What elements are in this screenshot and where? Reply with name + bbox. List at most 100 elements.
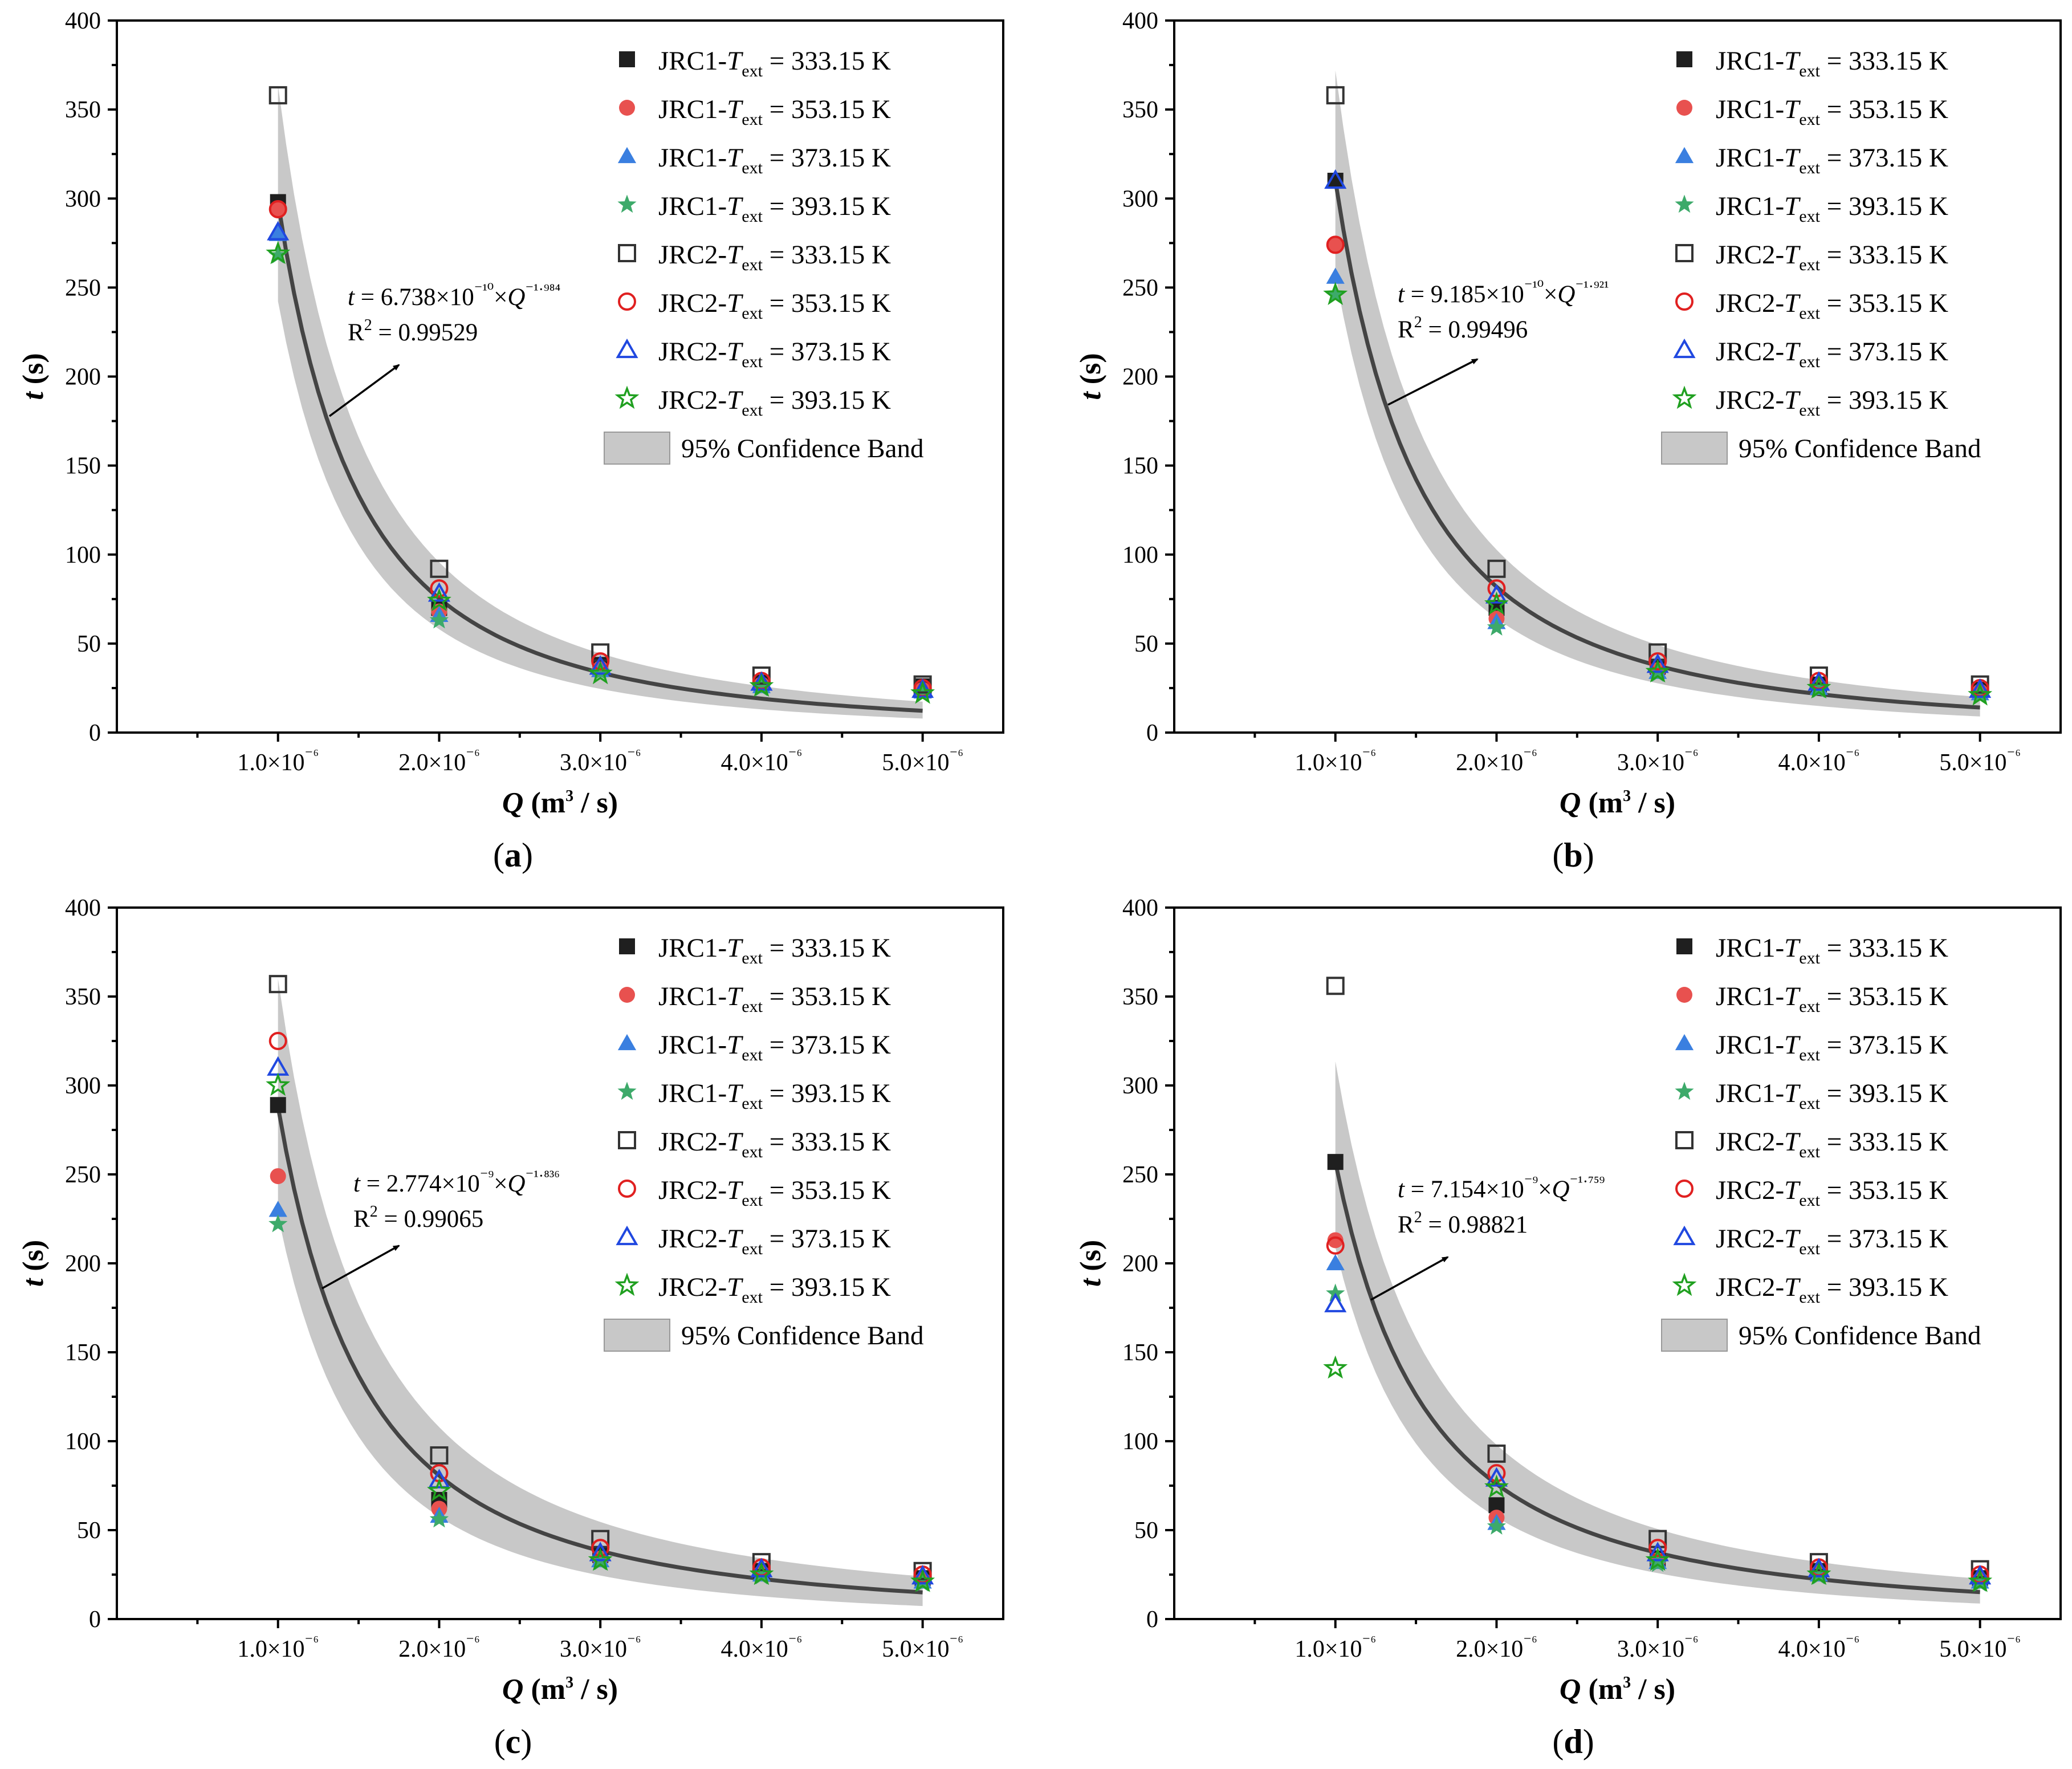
legend-marker bbox=[1672, 385, 1697, 409]
data-point-star-filled bbox=[1326, 1283, 1345, 1302]
x-tick-label: 1.0×10⁻⁶ bbox=[237, 746, 319, 776]
data-point-square-open bbox=[1487, 1444, 1506, 1463]
y-tick-label: 50 bbox=[77, 1518, 101, 1544]
x-tick-label: 5.0×10⁻⁶ bbox=[1939, 1633, 2021, 1662]
y-axis-title: t (s) bbox=[17, 1240, 50, 1287]
data-point-star-open bbox=[426, 1478, 451, 1502]
legend-band-swatch bbox=[604, 1319, 670, 1352]
panel-label: (d) bbox=[1552, 1723, 1594, 1760]
legend-label: JRC1-Text = 353.15 K bbox=[658, 982, 891, 1016]
legend-marker bbox=[1673, 338, 1696, 359]
annotation-arrow bbox=[1370, 1256, 1449, 1301]
data-point-star-filled bbox=[268, 245, 288, 264]
data-point-triangle-filled bbox=[268, 1201, 287, 1217]
data-point-star-open bbox=[1968, 682, 1993, 706]
x-tick-label: 3.0×10⁻⁶ bbox=[1617, 746, 1699, 776]
data-point-star-open bbox=[749, 673, 774, 697]
y-tick-label: 350 bbox=[1122, 97, 1158, 123]
y-tick-label: 50 bbox=[77, 631, 101, 657]
legend-marker bbox=[1676, 987, 1692, 1003]
data-point-star-open bbox=[1484, 1474, 1509, 1498]
legend-band-swatch bbox=[604, 432, 670, 465]
legend-marker bbox=[1676, 51, 1692, 67]
data-point-star-filled bbox=[752, 678, 771, 697]
y-tick-label: 300 bbox=[65, 186, 101, 212]
x-axis-title: Q (m3 / s) bbox=[502, 1673, 618, 1706]
legend-label: JRC1-Text = 353.15 K bbox=[1716, 982, 1948, 1016]
legend-marker bbox=[1675, 194, 1694, 213]
legend-marker bbox=[1675, 244, 1694, 262]
x-tick-label: 2.0×10⁻⁶ bbox=[1456, 746, 1537, 776]
y-tick-label: 350 bbox=[65, 97, 101, 123]
panel-label: (a) bbox=[493, 836, 533, 874]
legend-label: JRC1-Text = 333.15 K bbox=[658, 46, 891, 80]
data-point-triangle-filled bbox=[1326, 267, 1345, 284]
legend-marker bbox=[616, 1225, 638, 1246]
legend-label: JRC2-Text = 333.15 K bbox=[658, 1127, 891, 1161]
legend-label: JRC1-Text = 373.15 K bbox=[658, 143, 891, 177]
data-point-star-open bbox=[910, 1568, 935, 1592]
legend-label: JRC1-Text = 373.15 K bbox=[658, 1030, 891, 1064]
data-point-triangle-open bbox=[1646, 653, 1669, 673]
legend-label: JRC2-Text = 333.15 K bbox=[1716, 1127, 1948, 1161]
chart-panel-2: 0 50 100 150 200 250 300 350 400 1.0×10⁻⁶ 2.0×10⁻⁶… bbox=[1074, 8, 2062, 874]
data-point-square-open bbox=[591, 1530, 610, 1548]
data-point-square-open bbox=[430, 1446, 449, 1465]
y-tick-label: 0 bbox=[89, 720, 101, 746]
y-tick-label: 150 bbox=[1122, 1340, 1158, 1366]
plot-frame bbox=[1173, 19, 2062, 734]
legend-marker bbox=[1676, 100, 1692, 116]
y-tick-label: 0 bbox=[1146, 1607, 1158, 1633]
data-point-star-open bbox=[266, 1072, 291, 1096]
legend-marker bbox=[1675, 1034, 1694, 1051]
y-tick-label: 150 bbox=[1122, 453, 1158, 479]
data-point-triangle-open bbox=[1969, 1564, 1992, 1585]
data-point-star-open bbox=[1645, 1547, 1670, 1571]
data-point-square-open bbox=[1648, 1530, 1667, 1548]
data-point-triangle-open bbox=[428, 582, 451, 602]
legend-marker bbox=[617, 1081, 637, 1100]
y-axis-title: t (s) bbox=[1074, 353, 1107, 400]
data-point-square-open bbox=[1487, 559, 1506, 578]
legend-label: JRC1-Text = 373.15 K bbox=[1716, 1030, 1948, 1064]
y-tick-label: 150 bbox=[65, 453, 101, 479]
data-point-square-open bbox=[752, 666, 771, 685]
legend-label: JRC2-Text = 353.15 K bbox=[1716, 1176, 1948, 1210]
data-point-star-filled bbox=[1487, 1516, 1507, 1535]
data-point-circle-open bbox=[1487, 1464, 1506, 1483]
fit-equation: t = 7.154×10⁻⁹×Q⁻¹·⁷⁵⁹ bbox=[1398, 1173, 1605, 1203]
data-point-triangle-open bbox=[267, 221, 290, 241]
data-point-square-open bbox=[268, 86, 287, 105]
legend-marker bbox=[1675, 147, 1694, 164]
y-tick-label: 300 bbox=[1122, 186, 1158, 212]
legend-marker bbox=[618, 244, 636, 262]
annotation-arrow bbox=[328, 364, 400, 417]
y-tick-label: 200 bbox=[1122, 1251, 1158, 1277]
legend-marker bbox=[1673, 1225, 1696, 1246]
legend-marker bbox=[618, 1180, 636, 1198]
data-point-star-filled bbox=[429, 610, 449, 629]
legend-marker bbox=[619, 100, 635, 116]
legend-label: JRC2-Text = 353.15 K bbox=[1716, 288, 1948, 323]
legend-label: JRC1-Text = 333.15 K bbox=[1716, 46, 1948, 80]
data-point-circle-open bbox=[1648, 1539, 1667, 1557]
data-point-circle-open bbox=[430, 579, 449, 598]
panel-label: (b) bbox=[1552, 836, 1594, 874]
x-tick-label: 2.0×10⁻⁶ bbox=[398, 746, 480, 776]
data-point-triangle-open bbox=[589, 1542, 612, 1561]
data-point-star-open bbox=[1645, 659, 1670, 683]
x-tick-label: 1.0×10⁻⁶ bbox=[237, 1633, 319, 1662]
plot-frame bbox=[116, 19, 1004, 734]
data-point-triangle-open bbox=[1485, 1467, 1508, 1487]
x-tick-label: 3.0×10⁻⁶ bbox=[1617, 1633, 1699, 1662]
annotation-arrow bbox=[321, 1245, 400, 1290]
data-point-circle-open bbox=[1326, 235, 1345, 254]
data-point-star-open bbox=[1806, 1561, 1831, 1585]
legend-label: JRC1-Text = 333.15 K bbox=[1716, 933, 1948, 967]
x-axis-title: Q (m3 / s) bbox=[1560, 1673, 1675, 1706]
legend-band-label: 95% Confidence Band bbox=[1739, 1321, 1981, 1351]
legend-label: JRC2-Text = 393.15 K bbox=[1716, 385, 1948, 420]
legend-marker bbox=[618, 1131, 636, 1149]
legend-label: JRC1-Text = 393.15 K bbox=[1716, 1079, 1948, 1113]
